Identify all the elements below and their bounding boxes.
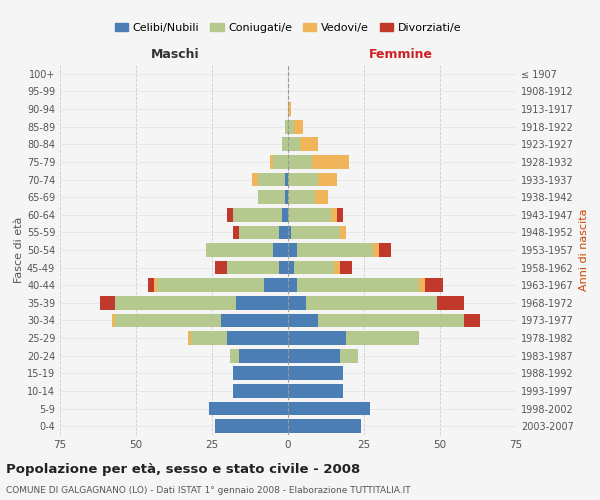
Bar <box>285 172 288 186</box>
Bar <box>334 260 340 274</box>
Bar <box>288 226 291 239</box>
Bar <box>340 260 352 274</box>
Bar <box>221 314 288 328</box>
Bar <box>282 208 288 222</box>
Bar <box>191 331 227 345</box>
Bar <box>288 296 306 310</box>
Bar <box>297 243 373 257</box>
Bar <box>340 349 358 362</box>
Bar <box>319 314 464 328</box>
Bar <box>288 155 313 169</box>
Bar <box>288 208 331 222</box>
Bar <box>263 278 288 292</box>
Bar <box>236 296 288 310</box>
Bar <box>288 384 343 398</box>
Text: Popolazione per età, sesso e stato civile - 2008: Popolazione per età, sesso e stato civil… <box>6 462 360 475</box>
Bar <box>206 243 273 257</box>
Y-axis label: Anni di nascita: Anni di nascita <box>579 209 589 291</box>
Bar <box>313 155 349 169</box>
Bar <box>419 278 425 292</box>
Text: Femmine: Femmine <box>368 48 433 62</box>
Bar <box>288 102 291 116</box>
Bar <box>239 349 288 362</box>
Bar <box>379 243 391 257</box>
Bar <box>346 331 419 345</box>
Bar <box>464 314 479 328</box>
Bar <box>273 243 288 257</box>
Bar <box>291 226 340 239</box>
Bar <box>233 226 239 239</box>
Bar <box>112 314 115 328</box>
Legend: Celibi/Nubili, Coniugati/e, Vedovi/e, Divorziati/e: Celibi/Nubili, Coniugati/e, Vedovi/e, Di… <box>110 19 466 38</box>
Bar <box>279 260 288 274</box>
Bar <box>288 331 346 345</box>
Bar <box>209 402 288 415</box>
Bar <box>316 190 328 204</box>
Bar <box>288 120 294 134</box>
Bar <box>230 349 239 362</box>
Bar <box>282 138 288 151</box>
Bar <box>227 208 233 222</box>
Bar <box>257 172 285 186</box>
Bar <box>306 296 437 310</box>
Bar <box>300 138 319 151</box>
Bar <box>340 226 346 239</box>
Bar <box>425 278 443 292</box>
Bar <box>215 260 227 274</box>
Bar <box>288 260 294 274</box>
Bar <box>188 331 191 345</box>
Bar <box>437 296 464 310</box>
Bar <box>294 260 334 274</box>
Y-axis label: Fasce di età: Fasce di età <box>14 217 24 283</box>
Bar <box>297 278 419 292</box>
Bar <box>285 190 288 204</box>
Bar <box>337 208 343 222</box>
Bar <box>288 402 370 415</box>
Bar <box>215 420 288 433</box>
Bar <box>233 208 282 222</box>
Bar <box>115 314 221 328</box>
Bar <box>148 278 154 292</box>
Bar <box>233 366 288 380</box>
Bar <box>288 420 361 433</box>
Bar <box>270 155 273 169</box>
Bar <box>257 190 285 204</box>
Text: COMUNE DI GALGAGNANO (LO) - Dati ISTAT 1° gennaio 2008 - Elaborazione TUTTITALIA: COMUNE DI GALGAGNANO (LO) - Dati ISTAT 1… <box>6 486 410 495</box>
Bar <box>285 120 288 134</box>
Bar <box>157 278 263 292</box>
Bar <box>288 172 319 186</box>
Bar <box>233 384 288 398</box>
Bar <box>273 155 288 169</box>
Bar <box>288 138 300 151</box>
Bar <box>373 243 379 257</box>
Bar <box>227 260 279 274</box>
Bar <box>288 314 319 328</box>
Bar <box>288 190 316 204</box>
Bar <box>100 296 115 310</box>
Text: Maschi: Maschi <box>151 48 200 62</box>
Bar <box>294 120 303 134</box>
Bar <box>251 172 257 186</box>
Bar <box>288 278 297 292</box>
Bar <box>279 226 288 239</box>
Bar <box>288 349 340 362</box>
Bar <box>288 366 343 380</box>
Bar <box>239 226 279 239</box>
Bar <box>115 296 236 310</box>
Bar <box>227 331 288 345</box>
Bar <box>288 243 297 257</box>
Bar <box>154 278 157 292</box>
Bar <box>319 172 337 186</box>
Bar <box>331 208 337 222</box>
